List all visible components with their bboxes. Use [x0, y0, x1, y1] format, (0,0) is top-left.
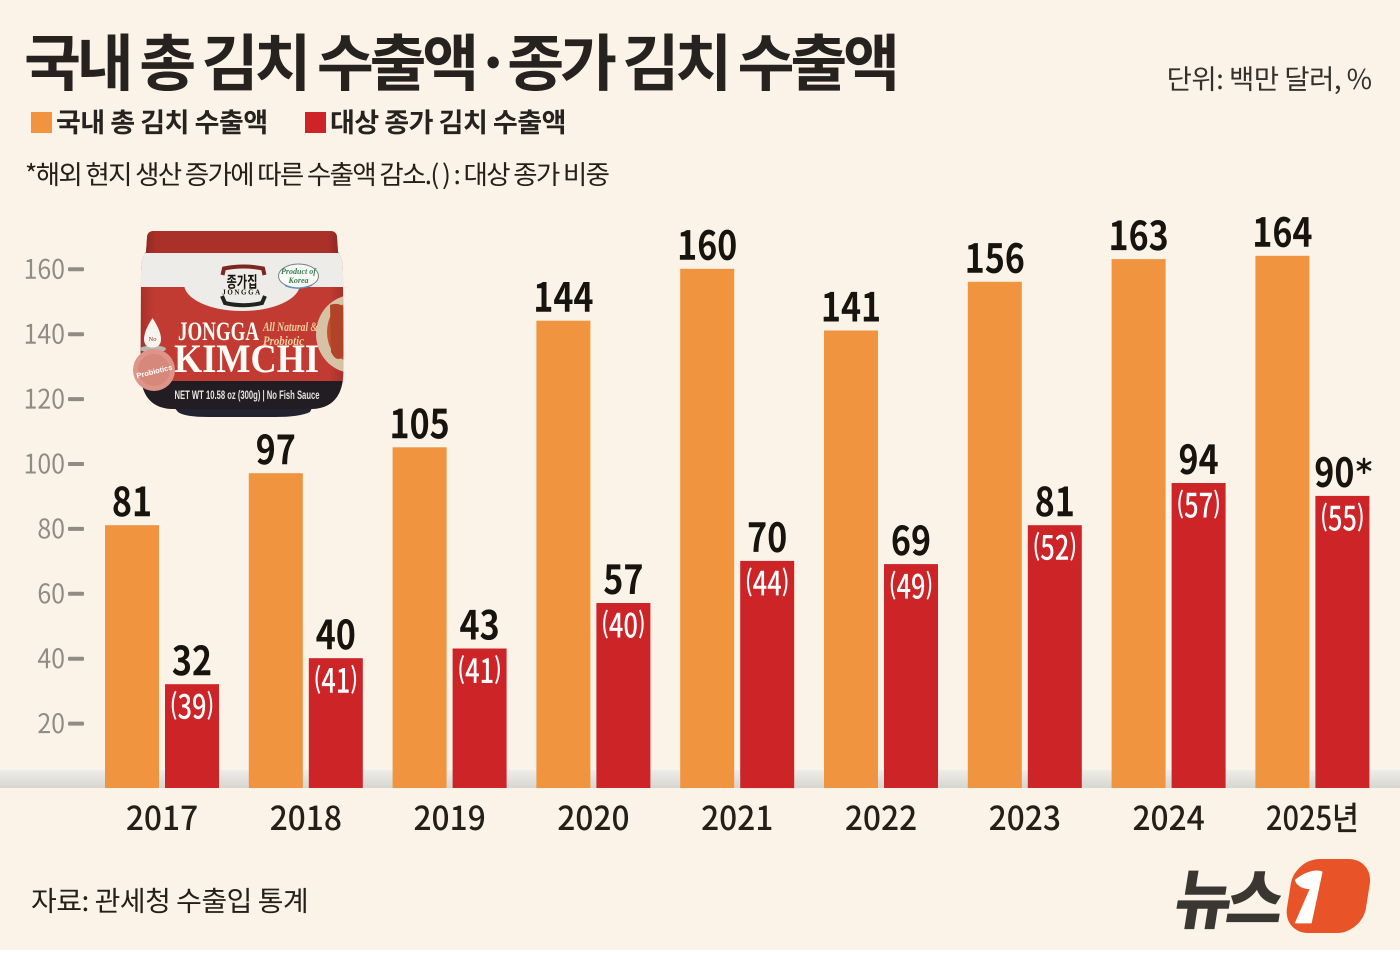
svg-text:KIMCHI: KIMCHI — [174, 336, 319, 381]
svg-text:No: No — [149, 336, 157, 343]
svg-text:Korea: Korea — [288, 276, 309, 285]
svg-text:Product of: Product of — [281, 267, 317, 276]
svg-text:JONGGA: JONGGA — [222, 289, 262, 297]
svg-text:NET WT 10.58 oz (300g) | No: NET WT 10.58 oz (300g) | No Fish Sauce — [175, 390, 320, 402]
svg-text:Probiotic: Probiotic — [263, 334, 304, 348]
svg-text:All Natural &: All Natural & — [262, 320, 318, 334]
svg-text:JONGGA: JONGGA — [178, 317, 259, 346]
